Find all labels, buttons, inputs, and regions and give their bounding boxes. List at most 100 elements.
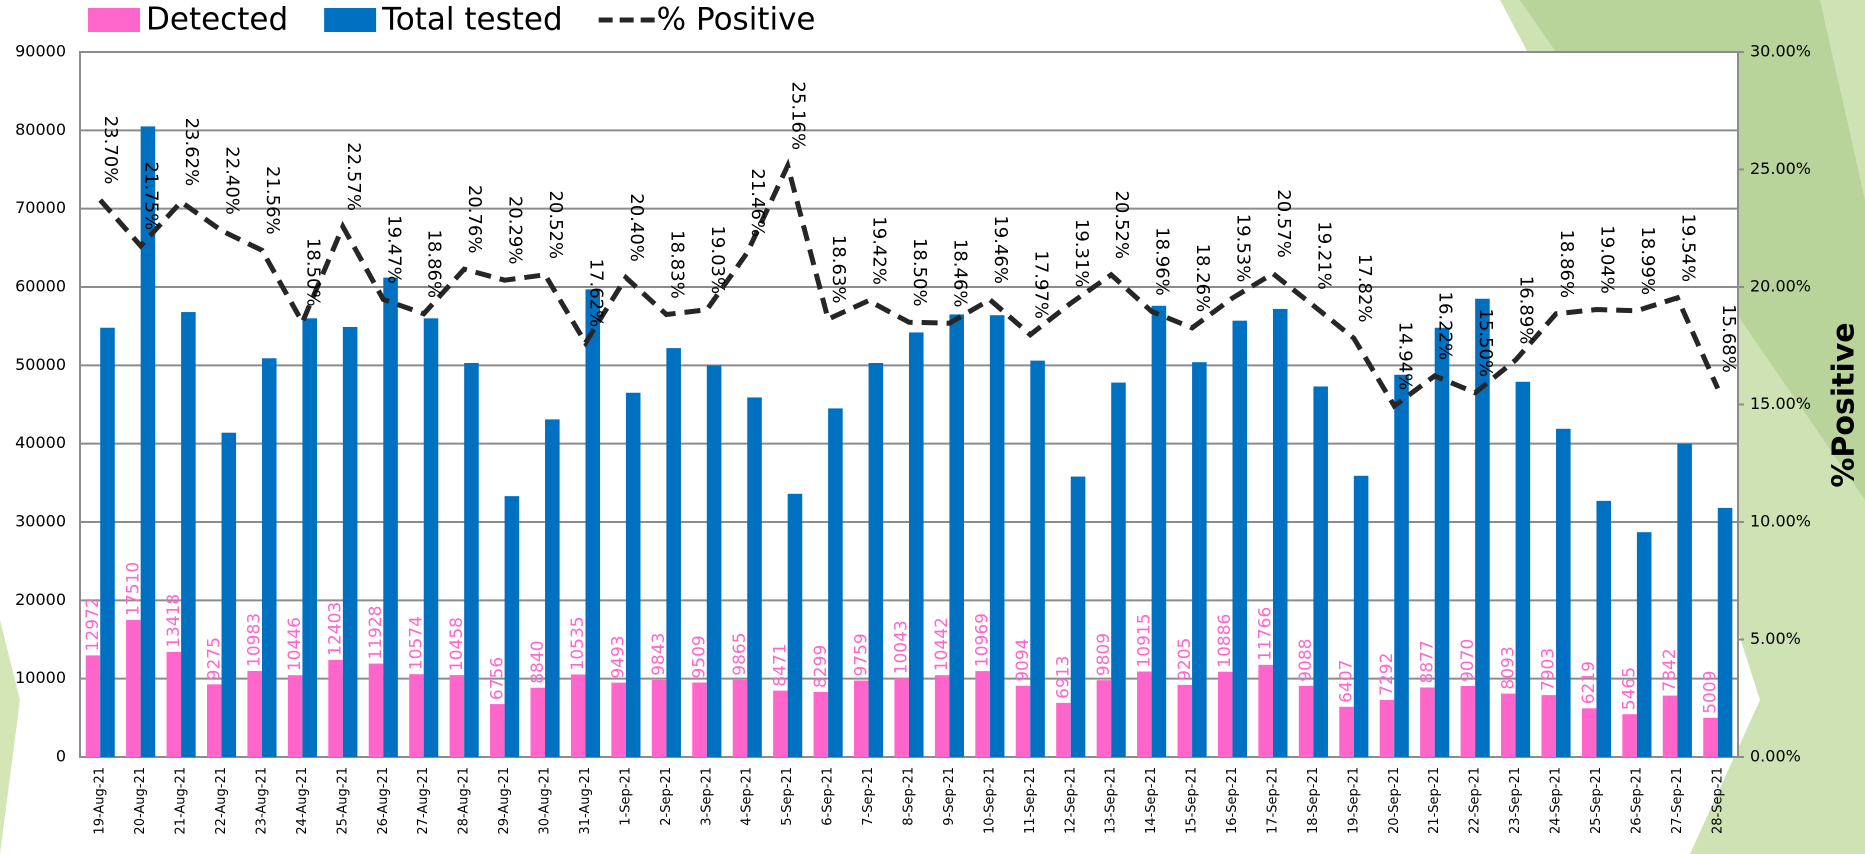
x-tick-label: 14-Sep-21 xyxy=(1144,767,1159,834)
data-label: 7903 xyxy=(1539,648,1559,691)
data-label: 19.04% xyxy=(1596,225,1617,294)
bar xyxy=(814,692,829,757)
bar xyxy=(262,358,277,757)
data-label: 6913 xyxy=(1053,656,1073,699)
data-label: 20.40% xyxy=(626,193,647,262)
bar xyxy=(1071,477,1086,757)
data-label: 16.89% xyxy=(1516,276,1537,345)
y-tick-label: 70000 xyxy=(15,198,66,217)
data-label: 11928 xyxy=(366,605,386,659)
bar xyxy=(733,680,748,757)
x-tick-label: 22-Sep-21 xyxy=(1468,767,1483,834)
data-label: 5009 xyxy=(1701,670,1721,713)
data-label: 18.99% xyxy=(1637,226,1658,295)
data-label: 23.70% xyxy=(100,116,121,185)
legend-label: % Positive xyxy=(657,2,816,38)
data-label: 10915 xyxy=(1134,613,1154,667)
data-label: 9088 xyxy=(1296,639,1316,682)
x-tick-label: 21-Sep-21 xyxy=(1427,767,1442,834)
bar xyxy=(1258,665,1273,757)
bar xyxy=(1556,429,1571,757)
bar xyxy=(530,688,545,757)
bar xyxy=(1339,707,1354,757)
data-label: 9843 xyxy=(649,633,669,676)
data-label: 17.62% xyxy=(585,259,606,328)
bar xyxy=(1299,686,1314,757)
bar xyxy=(828,408,843,757)
y-tick-label: 90000 xyxy=(15,42,66,61)
bar xyxy=(490,704,505,757)
data-label: 12403 xyxy=(326,602,346,656)
data-label: 8471 xyxy=(770,643,790,686)
data-label: 20.52% xyxy=(545,190,566,259)
x-tick-label: 9-Sep-21 xyxy=(942,767,957,826)
bar xyxy=(975,671,990,757)
y2-axis-title: %Positive xyxy=(1827,322,1862,487)
bar xyxy=(383,278,398,757)
bar xyxy=(1622,714,1637,757)
bar xyxy=(1137,671,1152,757)
data-label: 19.42% xyxy=(869,216,890,285)
y2-tick-label: 5.00% xyxy=(1750,629,1801,648)
bar xyxy=(1718,508,1733,757)
bar xyxy=(652,680,667,757)
data-label: 9493 xyxy=(609,635,629,678)
data-label: 9509 xyxy=(690,635,710,678)
y-tick-label: 60000 xyxy=(15,277,66,296)
x-tick-label: 26-Sep-21 xyxy=(1629,767,1644,834)
data-label: 19.54% xyxy=(1677,213,1698,282)
bar xyxy=(1663,696,1678,757)
bar xyxy=(1192,362,1207,757)
bar xyxy=(990,315,1005,757)
y2-tick-label: 30.00% xyxy=(1750,42,1811,61)
data-label: 10442 xyxy=(932,617,952,671)
bar xyxy=(1233,321,1248,757)
x-tick-label: 17-Sep-21 xyxy=(1265,767,1280,834)
bar xyxy=(302,318,317,757)
bar xyxy=(1501,694,1516,757)
bar xyxy=(207,684,222,757)
y2-tick-label: 0.00% xyxy=(1750,747,1801,766)
y2-tick-label: 20.00% xyxy=(1750,277,1811,296)
bar xyxy=(1016,686,1031,757)
bar xyxy=(167,652,182,757)
data-label: 19.46% xyxy=(990,215,1011,284)
x-tick-label: 15-Sep-21 xyxy=(1185,767,1200,834)
data-label: 17.82% xyxy=(1354,254,1375,323)
data-label: 18.86% xyxy=(1556,229,1577,298)
data-label: 18.46% xyxy=(949,239,970,308)
bar xyxy=(747,397,762,757)
bar xyxy=(1582,708,1597,757)
bar xyxy=(328,660,343,757)
decor xyxy=(0,620,20,854)
x-tick-label: 28-Aug-21 xyxy=(457,767,472,835)
bar xyxy=(707,365,722,757)
data-label: 20.76% xyxy=(464,185,485,254)
legend-swatch xyxy=(88,8,140,32)
data-label: 12972 xyxy=(83,597,103,651)
data-label: 9759 xyxy=(851,633,871,676)
bar xyxy=(1354,476,1369,757)
x-tick-label: 30-Aug-21 xyxy=(538,767,553,835)
x-tick-label: 13-Sep-21 xyxy=(1104,767,1119,834)
bar xyxy=(100,328,115,757)
data-label: 10458 xyxy=(447,617,467,671)
y-tick-label: 10000 xyxy=(15,668,66,687)
bar xyxy=(1030,361,1045,757)
bar xyxy=(1435,328,1450,757)
data-label: 13418 xyxy=(164,594,184,648)
bar xyxy=(1313,386,1328,757)
data-label: 6219 xyxy=(1579,661,1599,704)
bar xyxy=(692,683,707,757)
bar xyxy=(949,314,964,757)
data-label: 10574 xyxy=(406,616,426,670)
data-label: 21.56% xyxy=(262,166,283,235)
data-label: 19.31% xyxy=(1071,219,1092,288)
data-label: 20.57% xyxy=(1273,189,1294,258)
data-label: 6756 xyxy=(487,657,507,700)
bar xyxy=(1056,703,1071,757)
x-tick-label: 12-Sep-21 xyxy=(1063,767,1078,834)
x-tick-label: 8-Sep-21 xyxy=(902,767,917,826)
x-tick-label: 18-Sep-21 xyxy=(1306,767,1321,834)
data-label: 20.52% xyxy=(1111,190,1132,259)
